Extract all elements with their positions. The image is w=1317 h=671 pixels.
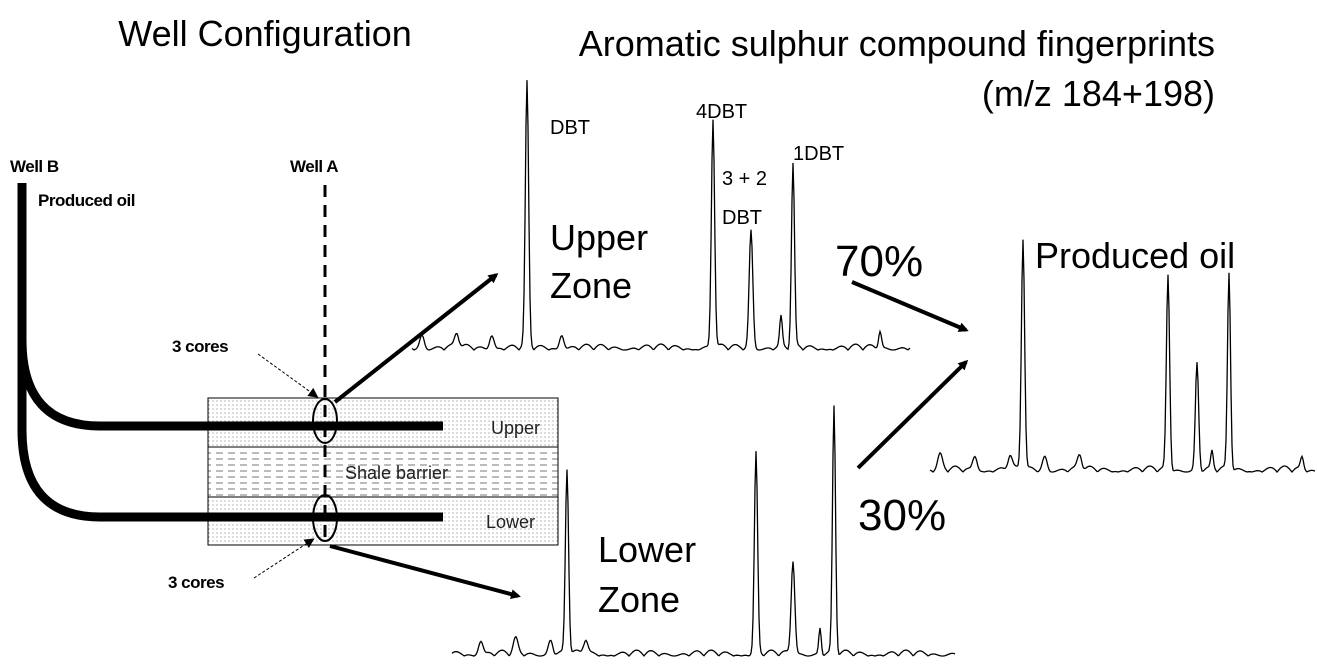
peak-label: DBT [550,117,590,139]
pointer [253,538,315,579]
layer-label: Lower [486,512,535,532]
trace [451,405,956,657]
zone-label: Zone [598,579,680,620]
well-label: Produced oil [38,191,135,210]
zone-label: Upper [550,217,648,258]
cores-label: 3 cores [172,337,228,356]
left-title: Well Configuration [118,13,411,54]
peak-label: DBT [722,207,762,229]
well-label: Well B [10,157,59,176]
cores-label: 3 cores [168,573,224,592]
right-title: Aromatic sulphur compound fingerprints [579,23,1215,64]
pointer [257,353,319,398]
share: 70% [835,237,923,286]
trace [929,239,1316,474]
trace [411,80,911,351]
core [312,494,338,542]
peak-label: 3 + 2 [722,168,767,190]
zone-label: Zone [550,265,632,306]
arrows [329,273,969,600]
well-b [17,183,443,522]
layer-label: Upper [491,418,540,438]
layer-label: Shale barrier [345,463,448,483]
peak-label: 4DBT [696,101,747,123]
chromatograms [411,80,1316,657]
peak-label: 1DBT [793,143,844,165]
well-label: Well A [290,157,338,176]
right-subtitle: (m/z 184+198) [982,73,1215,114]
share: 30% [858,491,946,540]
core [312,398,338,444]
zone-label: Lower [598,529,696,570]
produced-label: Produced oil [1035,235,1235,276]
